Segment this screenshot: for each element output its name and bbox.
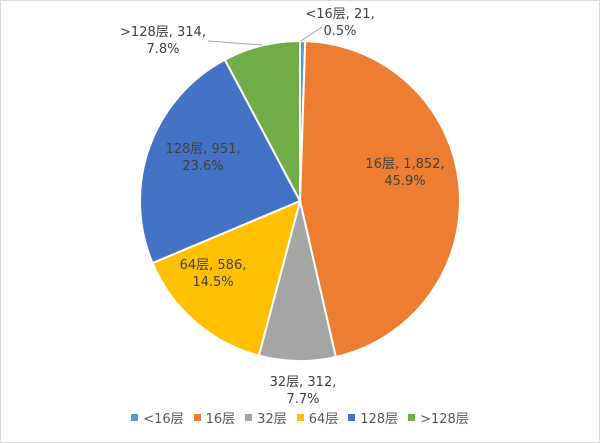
legend-label-0: <16层 [143,412,184,427]
pie-slice-1 [298,40,461,359]
data-labels: <16层, 21, 0.5% 16层, 1,852, 45.9% 32层, 312, 7.… [120,7,445,407]
legend-label-4: 128层 [360,412,399,427]
legend-swatch-3 [296,414,304,421]
data-label-4-line-1: 23.6% [182,159,223,174]
legend-swatch-5 [408,414,416,421]
data-label-3-line-1: 14.5% [192,275,233,290]
pie-slices [139,39,461,362]
data-label-3-line-0: 64层, 586, [180,258,247,273]
legend-label-1: 16层 [205,412,236,427]
data-label-5-line-1: 7.8% [146,42,179,57]
legend-swatch-0 [131,414,139,421]
data-label-4-line-0: 128层, 951, [165,142,240,157]
data-label-0-line-0: <16层, 21, [305,7,374,22]
legend-label-2: 32层 [257,412,287,427]
data-label-0-line-1: 0.5% [323,24,356,39]
legend-swatch-2 [245,414,253,421]
legend-item-4: 128层 [348,408,398,427]
legend-item-5: >128层 [408,408,469,427]
data-label-5-line-0: >128层, 314, [120,25,206,40]
legend-item-1: 16层 [193,408,236,427]
legend-item-3: 64层 [296,408,339,427]
leader-lines [207,26,323,46]
data-label-2-line-1: 7.7% [286,392,319,407]
pie-slice-5 [223,39,301,202]
leader-line-1 [207,40,263,46]
pie-slice-4 [139,58,302,265]
data-label-1-line-0: 16层, 1,852, [365,157,444,172]
legend-item-2: 32层 [245,408,287,427]
legend-label-3: 64层 [308,412,339,427]
leader-line-0 [300,26,323,42]
legend-item-0: <16层 [131,408,184,427]
data-label-2-line-0: 32层, 312, [270,375,337,390]
legend-label-5: >128层 [420,412,469,427]
legend-swatch-4 [348,414,356,421]
legend: <16层 16层 32层 64层 128层 >128层 [0,408,600,427]
pie-slice-3 [151,199,302,357]
legend-swatch-1 [193,414,201,421]
data-label-1-line-1: 45.9% [384,174,425,189]
